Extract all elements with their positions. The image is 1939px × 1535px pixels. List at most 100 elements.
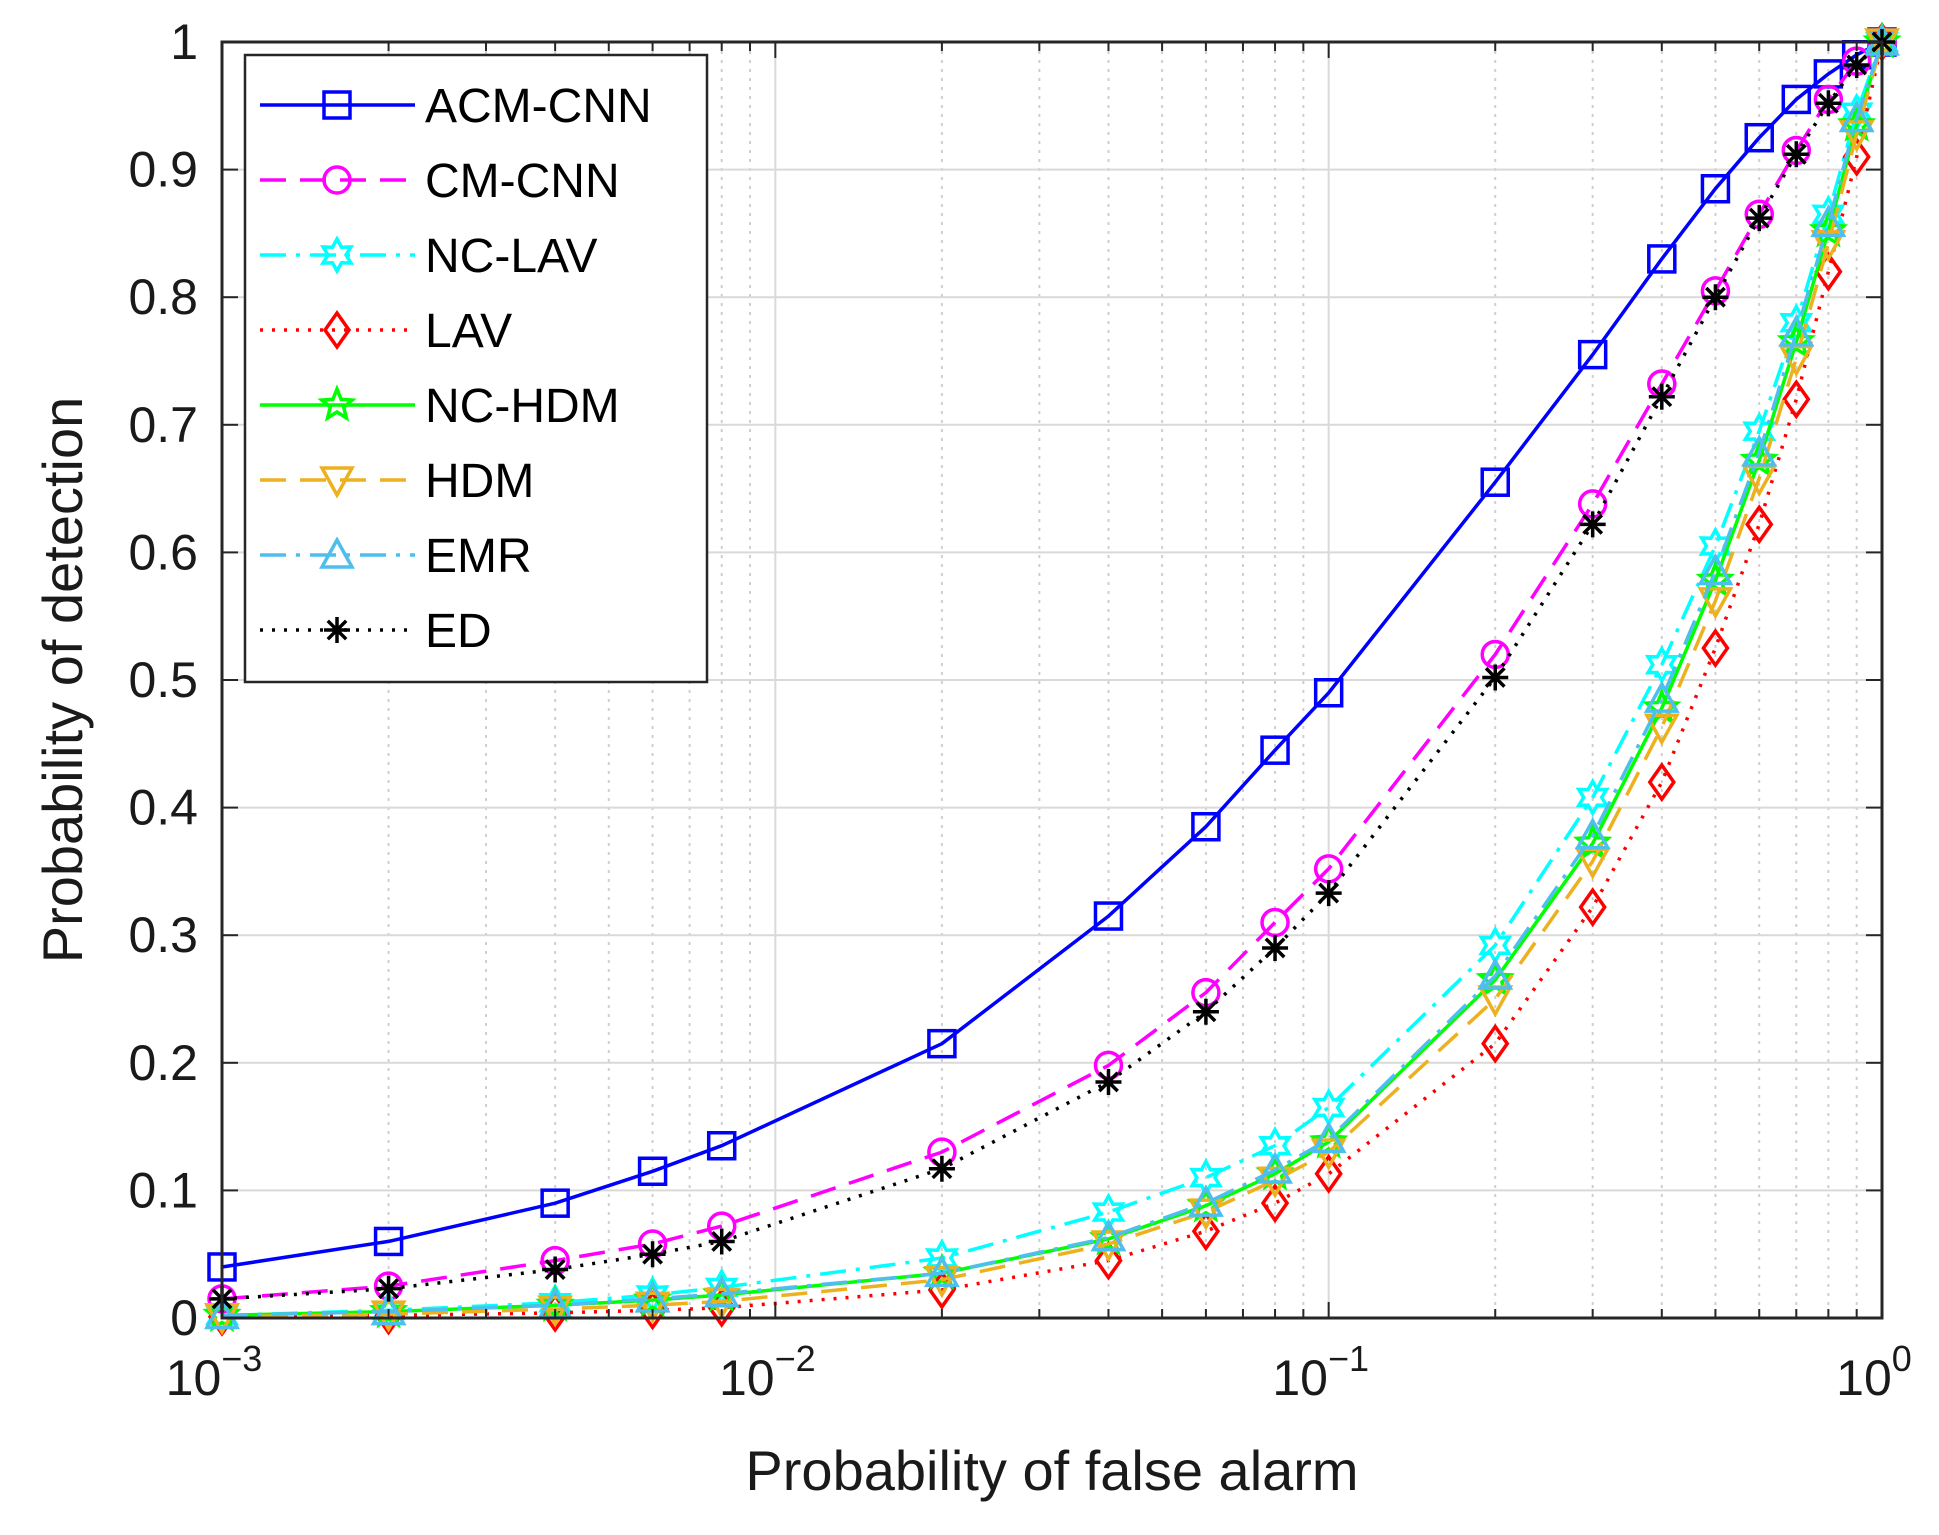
data-point (1091, 1192, 1126, 1232)
x-tick-label: 100 (1836, 1338, 1912, 1406)
legend-label: LAV (425, 305, 512, 358)
legend-entry: LAV (260, 305, 512, 358)
series-emr (204, 23, 1900, 1330)
legend-label: ED (425, 605, 492, 658)
data-point (703, 1275, 740, 1308)
data-point (1094, 1240, 1123, 1281)
y-tick-label: 0.8 (128, 269, 198, 325)
x-tick-label: 10−1 (1272, 1338, 1369, 1406)
y-tick-label: 0.3 (128, 907, 198, 963)
data-point (537, 1295, 574, 1328)
data-point (1697, 587, 1734, 620)
data-point (1260, 907, 1290, 938)
y-tick-label: 0.7 (128, 397, 198, 453)
legend-marker (317, 384, 357, 422)
data-point (1701, 628, 1730, 669)
legend-label: CM-CNN (425, 155, 620, 208)
data-point (1260, 735, 1290, 765)
data-point (204, 1296, 240, 1330)
data-point (927, 1028, 957, 1059)
data-point (370, 1293, 407, 1326)
data-point (923, 1265, 960, 1299)
data-point (1192, 998, 1219, 1025)
data-point (1815, 90, 1842, 117)
data-point (1810, 204, 1847, 237)
data-point (639, 1241, 666, 1268)
data-point (375, 1275, 402, 1302)
legend-label: HDM (425, 455, 534, 508)
legend-label: ACM-CNN (425, 80, 652, 133)
y-tick-label: 1 (170, 14, 198, 70)
legend-box (243, 53, 709, 684)
axis-ticks: 10−3 10−2 10−1 100 0 0.1 0.2 0.3 0.4 0.5 0.6 0.7 0.8… (128, 14, 1911, 1406)
legend-entry: CM-CNN (260, 155, 620, 208)
data-point (1577, 339, 1608, 370)
data-point (1090, 1230, 1127, 1263)
data-point (1838, 99, 1875, 133)
data-point (1648, 383, 1675, 410)
y-tick-label: 0.1 (128, 1162, 198, 1218)
series-line (221, 41, 1884, 1318)
legend-entry: ACM-CNN (260, 80, 652, 133)
y-tick-label: 0.9 (128, 142, 198, 198)
data-point (1744, 122, 1774, 153)
data-point (1481, 1023, 1510, 1064)
y-tick-label: 0.5 (128, 652, 198, 708)
y-tick-label: 0 (170, 1290, 198, 1346)
data-point (1643, 713, 1680, 746)
data-point (928, 1155, 955, 1182)
data-point (1575, 777, 1610, 818)
data-point (1782, 379, 1811, 420)
y-tick-label: 0.6 (128, 524, 198, 580)
data-point (923, 1254, 960, 1288)
legend-marker (319, 235, 355, 275)
data-point (1843, 51, 1870, 78)
legend-entry: NC-LAV (260, 230, 597, 283)
legend-entry: ED (260, 605, 492, 658)
data-point (703, 1287, 740, 1321)
data-point (1090, 1219, 1127, 1252)
data-point (1480, 467, 1510, 497)
data-point (1578, 887, 1607, 928)
data-point (1313, 678, 1344, 708)
legend-marker (319, 466, 355, 499)
series-layer (202, 21, 1902, 1337)
data-point (1745, 504, 1774, 545)
data-point (542, 1256, 569, 1283)
data-point (1310, 1138, 1347, 1171)
data-point (1310, 1120, 1347, 1154)
data-point (1700, 173, 1731, 204)
data-point (1262, 934, 1289, 961)
x-axis-label: Probability of false alarm (745, 1439, 1358, 1502)
data-point (373, 1226, 404, 1257)
y-tick-label: 0.4 (128, 780, 198, 836)
data-point (1574, 817, 1611, 850)
data-point (1778, 314, 1815, 347)
data-point (1783, 141, 1810, 168)
data-point (708, 1228, 735, 1255)
data-point (1647, 762, 1676, 803)
legend: ACM-CNN CM-CNN NC-LAV LAV NC-HDM HDM EMR ED (243, 53, 709, 684)
data-point (1314, 1153, 1343, 1194)
data-point (1095, 1068, 1122, 1095)
data-point (1191, 811, 1221, 842)
x-tick-label: 10−2 (719, 1338, 816, 1406)
data-point (637, 1156, 668, 1187)
data-point (370, 1300, 407, 1333)
data-point (1187, 1184, 1224, 1217)
legend-marker (322, 90, 352, 120)
data-point (1647, 244, 1677, 274)
legend-label: NC-LAV (425, 230, 597, 283)
data-point (706, 1130, 737, 1161)
data-point (1257, 1151, 1294, 1184)
legend-label: EMR (425, 530, 532, 583)
data-point (1643, 680, 1680, 713)
legend-marker (319, 536, 355, 569)
legend-marker (322, 309, 352, 351)
series-line (221, 40, 1883, 1269)
data-point (540, 1188, 570, 1218)
data-point (1308, 1121, 1349, 1159)
data-point (1781, 84, 1812, 115)
data-point (634, 1291, 671, 1324)
